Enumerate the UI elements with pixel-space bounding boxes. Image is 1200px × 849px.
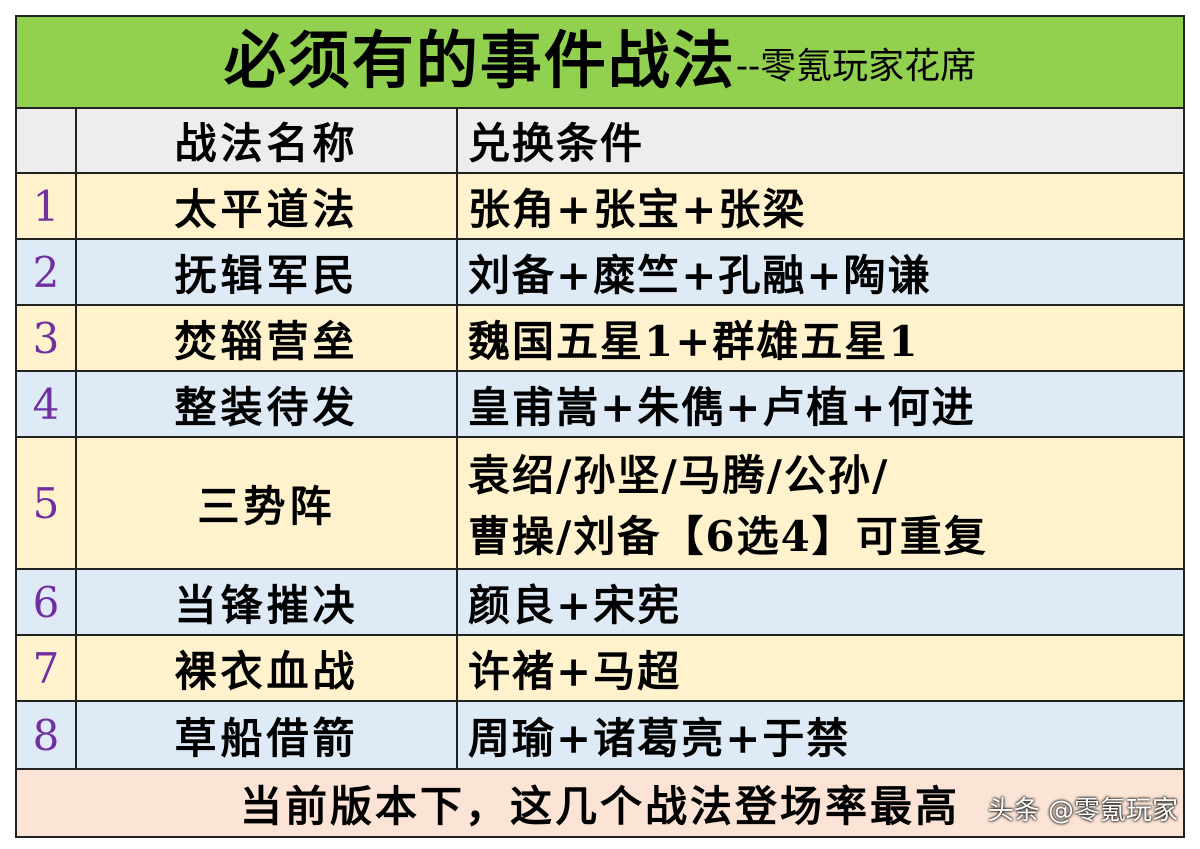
- condition-line: 曹操/刘备【6选4】可重复: [468, 512, 988, 561]
- table-subtitle: --零氪玩家花席: [735, 46, 977, 87]
- condition-line: 张角+张宝+张梁: [468, 184, 807, 234]
- table-row: 6 当锋摧决 颜良+宋宪: [17, 570, 1183, 636]
- exchange-condition: 许褚+马超: [458, 636, 1183, 700]
- row-number: 5: [17, 438, 77, 568]
- tactics-table: 必须有的事件战法 --零氪玩家花席 战法名称 兑换条件 1 太平道法 张角+张宝+张…: [15, 15, 1185, 838]
- condition-line: 许褚+马超: [468, 646, 682, 696]
- header-row: 战法名称 兑换条件: [17, 109, 1183, 174]
- exchange-condition: 张角+张宝+张梁: [458, 174, 1183, 238]
- condition-line: 皇甫嵩+朱儁+卢植+何进: [468, 382, 976, 432]
- row-number: 3: [17, 306, 77, 370]
- tactic-name: 太平道法: [77, 174, 458, 238]
- tactic-name: 当锋摧决: [77, 570, 458, 634]
- table-row: 1 太平道法 张角+张宝+张梁: [17, 174, 1183, 240]
- condition-line: 袁绍/孙坚/马腾/公孙/: [468, 451, 890, 500]
- condition-line: 颜良+宋宪: [468, 580, 682, 630]
- header-name: 战法名称: [77, 109, 458, 172]
- header-condition-label: 兑换条件: [468, 119, 645, 168]
- exchange-condition: 袁绍/孙坚/马腾/公孙/曹操/刘备【6选4】可重复: [458, 438, 1183, 568]
- table-row: 2 抚辑军民 刘备+糜竺+孔融+陶谦: [17, 240, 1183, 306]
- title-row: 必须有的事件战法 --零氪玩家花席: [17, 17, 1183, 109]
- table-row: 4 整装待发 皇甫嵩+朱儁+卢植+何进: [17, 372, 1183, 438]
- row-number: 2: [17, 240, 77, 304]
- condition-line: 周瑜+诸葛亮+于禁: [468, 713, 851, 763]
- row-number: 1: [17, 174, 77, 238]
- row-number: 4: [17, 372, 77, 436]
- exchange-condition: 魏国五星1+群雄五星1: [458, 306, 1183, 370]
- footer-note: 当前版本下，这几个战法登场率最高: [17, 770, 1183, 836]
- table-row: 3 焚辎营垒 魏国五星1+群雄五星1: [17, 306, 1183, 372]
- table-title: 必须有的事件战法: [223, 24, 736, 97]
- condition-line: 刘备+糜竺+孔融+陶谦: [468, 250, 932, 300]
- row-number: 7: [17, 636, 77, 700]
- tactic-name: 焚辎营垒: [77, 306, 458, 370]
- table-row: 5 三势阵 袁绍/孙坚/马腾/公孙/曹操/刘备【6选4】可重复: [17, 438, 1183, 570]
- tactic-name: 抚辑军民: [77, 240, 458, 304]
- row-number: 6: [17, 570, 77, 634]
- table-row: 8 草船借箭 周瑜+诸葛亮+于禁: [17, 702, 1183, 768]
- tactic-name: 草船借箭: [77, 702, 458, 768]
- row-number: 8: [17, 702, 77, 768]
- tactic-name: 三势阵: [77, 438, 458, 568]
- watermark: 头条 @零氪玩家: [987, 796, 1178, 826]
- header-num: [17, 109, 77, 172]
- exchange-condition: 刘备+糜竺+孔融+陶谦: [458, 240, 1183, 304]
- exchange-condition: 颜良+宋宪: [458, 570, 1183, 634]
- tactic-name: 整装待发: [77, 372, 458, 436]
- table-row: 7 裸衣血战 许褚+马超: [17, 636, 1183, 702]
- tactic-name: 裸衣血战: [77, 636, 458, 700]
- exchange-condition: 皇甫嵩+朱儁+卢植+何进: [458, 372, 1183, 436]
- header-condition: 兑换条件: [458, 109, 1183, 172]
- condition-line: 魏国五星1+群雄五星1: [468, 316, 920, 366]
- exchange-condition: 周瑜+诸葛亮+于禁: [458, 702, 1183, 768]
